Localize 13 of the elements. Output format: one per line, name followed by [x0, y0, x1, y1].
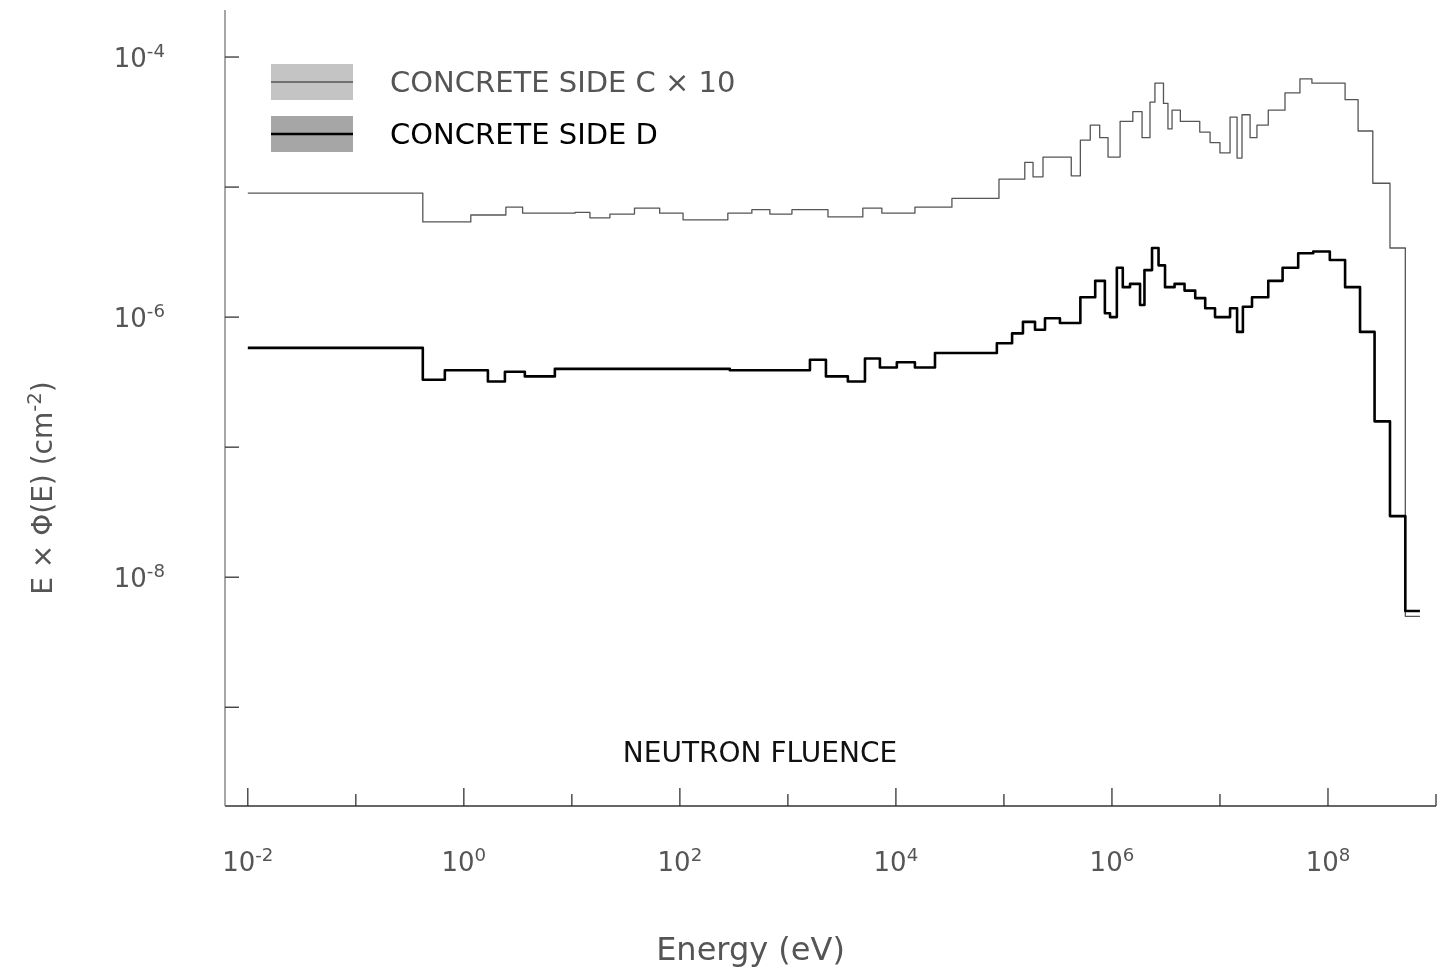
x-tick-label: 10$^{2}$ — [657, 843, 703, 877]
y-tick-label: 10$^{-4}$ — [113, 39, 165, 74]
x-axis-title: Energy (eV) — [656, 930, 845, 968]
x-tick-label: 10$^{6}$ — [1089, 843, 1135, 877]
x-tick-label: 10$^{4}$ — [873, 843, 919, 877]
legend-label: CONCRETE SIDE C × 10 — [390, 65, 736, 99]
x-tick-label: 10$^{-2}$ — [222, 843, 274, 877]
y-tick-label: 10$^{-8}$ — [113, 559, 165, 594]
y-tick-label: 10$^{-6}$ — [113, 299, 165, 334]
x-tick-label: 10$^{8}$ — [1305, 843, 1351, 877]
x-tick-label: 10$^{0}$ — [441, 843, 487, 877]
legend-label: CONCRETE SIDE D — [390, 117, 658, 151]
annotation: NEUTRON FLUENCE — [621, 736, 899, 769]
